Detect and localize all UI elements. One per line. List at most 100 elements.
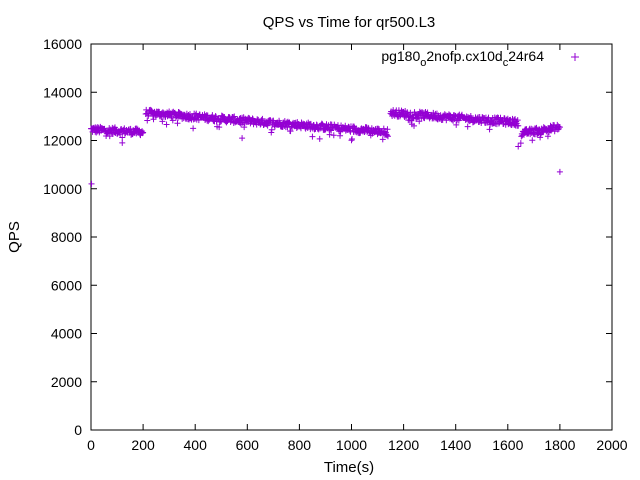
data-point: [169, 117, 176, 124]
x-tick-label: 1000: [336, 437, 367, 453]
data-point: [411, 122, 418, 129]
data-point: [304, 125, 311, 132]
data-point: [537, 134, 544, 141]
data-point: [404, 109, 411, 116]
data-point: [230, 114, 237, 121]
data-point: [424, 109, 431, 116]
y-tick-label: 10000: [43, 181, 82, 197]
legend-label: pg180o2nofp.cx10dc24r64: [381, 48, 544, 69]
data-point: [379, 136, 386, 143]
data-point: [309, 133, 316, 140]
y-tick-label: 2000: [51, 374, 82, 390]
data-point: [536, 126, 543, 133]
data-point: [241, 124, 248, 131]
x-tick-label: 200: [131, 437, 155, 453]
data-point: [216, 124, 223, 131]
data-point: [330, 132, 337, 139]
data-point: [264, 122, 271, 129]
y-tick-label: 16000: [43, 36, 82, 52]
data-point: [407, 109, 414, 116]
y-tick-label: 8000: [51, 229, 82, 245]
x-tick-label: 400: [184, 437, 208, 453]
data-point: [544, 133, 551, 140]
y-tick-label: 14000: [43, 84, 82, 100]
data-point: [485, 115, 492, 122]
data-point: [254, 116, 261, 123]
y-tick-label: 0: [74, 422, 82, 438]
data-series: [88, 106, 563, 187]
data-point: [140, 129, 147, 136]
data-point: [486, 126, 493, 133]
y-tick-label: 6000: [51, 277, 82, 293]
data-point: [307, 120, 314, 127]
data-point: [163, 121, 170, 128]
data-point: [144, 117, 151, 124]
data-point: [380, 125, 387, 132]
plot-frame: [90, 43, 613, 431]
data-point: [349, 136, 356, 143]
chart-title: QPS vs Time for qr500.L3: [263, 14, 436, 31]
data-point: [268, 129, 275, 136]
y-tick-label: 12000: [43, 133, 82, 149]
data-point: [267, 117, 274, 124]
x-tick-label: 800: [288, 437, 312, 453]
data-point: [534, 130, 541, 137]
x-axis-label: Time(s): [324, 459, 374, 476]
data-point: [319, 121, 326, 128]
data-point: [326, 131, 333, 138]
data-point: [106, 133, 113, 140]
data-point: [119, 134, 126, 141]
data-point: [375, 125, 382, 132]
data-point: [514, 117, 521, 124]
data-point: [556, 168, 563, 175]
data-point: [383, 132, 390, 139]
data-point: [209, 112, 216, 119]
data-point: [403, 110, 410, 117]
x-ticks: 0 200 400 600 800 1000 1200 1400 1600 1800 2000: [87, 44, 628, 453]
data-point: [357, 129, 364, 136]
data-point: [174, 120, 181, 127]
y-tick-label: 4000: [51, 326, 82, 342]
data-point: [259, 115, 266, 122]
data-point: [453, 121, 460, 128]
data-point: [150, 116, 157, 123]
data-point: [502, 121, 509, 128]
x-tick-label: 1400: [440, 437, 471, 453]
data-point: [159, 118, 166, 125]
data-point: [520, 131, 527, 138]
data-point: [517, 140, 524, 147]
data-point: [556, 124, 563, 131]
legend-marker: [571, 53, 579, 61]
x-tick-label: 2000: [596, 437, 627, 453]
x-tick-label: 0: [87, 437, 95, 453]
legend: pg180o2nofp.cx10dc24r64: [381, 48, 579, 69]
data-point: [529, 137, 536, 144]
data-point: [190, 125, 197, 132]
data-point: [139, 130, 146, 137]
data-point: [239, 135, 246, 142]
data-point: [88, 180, 95, 187]
data-point: [466, 118, 473, 125]
data-point: [287, 128, 294, 135]
data-point: [337, 132, 344, 139]
data-point: [415, 113, 422, 120]
data-point: [231, 113, 238, 120]
x-tick-label: 600: [236, 437, 260, 453]
data-point: [464, 123, 471, 130]
data-point: [416, 118, 423, 125]
data-point: [258, 117, 265, 124]
data-point: [515, 143, 522, 150]
data-point: [316, 135, 323, 142]
data-point: [384, 133, 391, 140]
data-point: [268, 126, 275, 133]
legend-plus-marker: [571, 53, 579, 61]
data-point: [212, 113, 219, 120]
x-tick-label: 1800: [544, 437, 575, 453]
x-tick-label: 1200: [388, 437, 419, 453]
data-point: [384, 126, 391, 133]
data-point: [117, 131, 124, 138]
y-ticks: 0 2000 4000 6000 8000 10000 12000 14000 16000: [43, 36, 612, 438]
data-point: [348, 137, 355, 144]
x-tick-label: 1600: [492, 437, 523, 453]
